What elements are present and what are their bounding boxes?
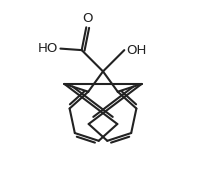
Text: HO: HO [38, 42, 58, 55]
Text: OH: OH [126, 44, 147, 57]
Text: O: O [83, 12, 93, 25]
